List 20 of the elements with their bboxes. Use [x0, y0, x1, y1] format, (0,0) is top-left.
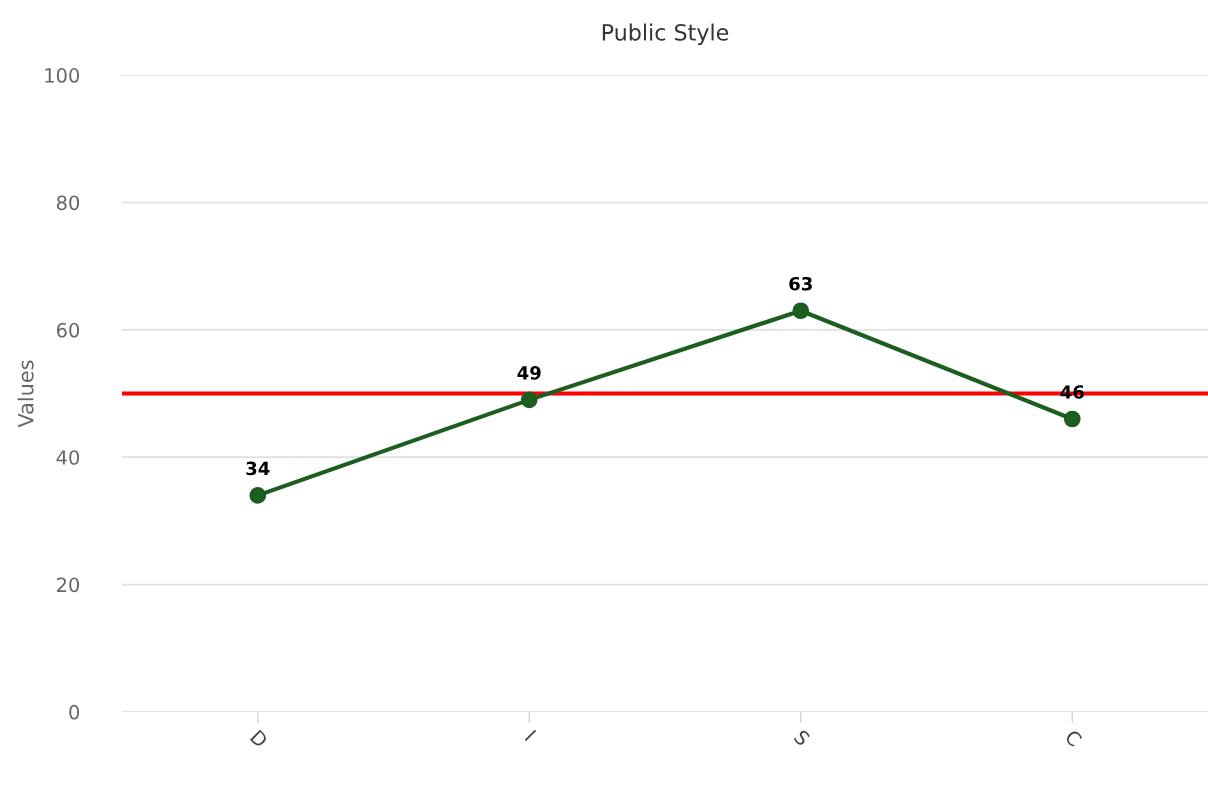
point — [792, 302, 810, 320]
x-tick-label: S — [793, 729, 811, 747]
data-label: 46 — [1060, 385, 1084, 399]
y-tick-label: 40 — [56, 450, 80, 465]
point — [1063, 410, 1081, 428]
data-label: 34 — [246, 461, 270, 476]
chart-title: Public Style — [602, 23, 729, 46]
data-label: 63 — [789, 276, 812, 291]
x-tick-label: I — [524, 729, 537, 742]
y-tick-label: 0 — [69, 704, 80, 720]
point — [249, 487, 267, 504]
y-tick-label: 60 — [56, 322, 80, 338]
y-axis-title: Values — [17, 360, 34, 428]
y-tick-label: 100 — [45, 68, 80, 83]
data-label: 49 — [517, 366, 541, 380]
y-tick-label: 20 — [57, 577, 80, 593]
y-tick-label: 80 — [56, 195, 80, 211]
x-tick-label: D — [250, 729, 269, 749]
x-tick-label: C — [1064, 728, 1083, 748]
point — [520, 391, 538, 409]
